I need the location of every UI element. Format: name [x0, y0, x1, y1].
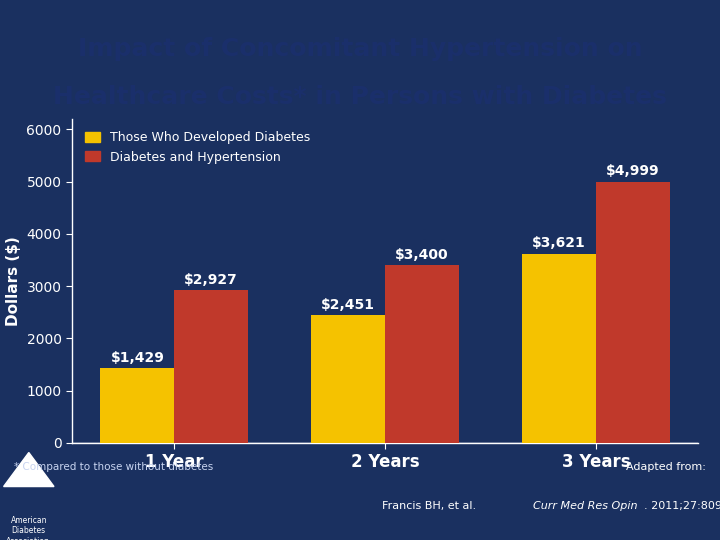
Text: $1,429: $1,429: [110, 351, 164, 365]
Bar: [596, 181, 670, 443]
Text: Francis BH, et al.: Francis BH, et al.: [382, 501, 480, 511]
Text: American
Diabetes
Association.: American Diabetes Association.: [6, 516, 52, 540]
Text: $2,451: $2,451: [321, 298, 375, 312]
Bar: [385, 265, 459, 443]
Text: Adapted from:: Adapted from:: [626, 462, 706, 472]
Bar: [174, 290, 248, 443]
Bar: [522, 254, 596, 443]
Text: Curr Med Res Opin: Curr Med Res Opin: [533, 501, 637, 511]
Text: $3,400: $3,400: [395, 248, 449, 262]
Text: * Compared to those without diabetes: * Compared to those without diabetes: [14, 462, 214, 472]
Text: $2,927: $2,927: [184, 273, 238, 287]
Text: Impact of Concomitant Hypertension on: Impact of Concomitant Hypertension on: [78, 37, 642, 60]
Text: $4,999: $4,999: [606, 164, 660, 178]
Text: $3,621: $3,621: [532, 237, 586, 251]
Legend: Those Who Developed Diabetes, Diabetes and Hypertension: Those Who Developed Diabetes, Diabetes a…: [78, 125, 316, 170]
Text: . 2011;27:809-819.: . 2011;27:809-819.: [644, 501, 720, 511]
Bar: [101, 368, 174, 443]
Bar: [311, 315, 385, 443]
Polygon shape: [4, 453, 54, 487]
Y-axis label: Dollars ($): Dollars ($): [6, 236, 21, 326]
Text: Healthcare Costs* in Persons with Diabetes: Healthcare Costs* in Persons with Diabet…: [53, 85, 667, 109]
